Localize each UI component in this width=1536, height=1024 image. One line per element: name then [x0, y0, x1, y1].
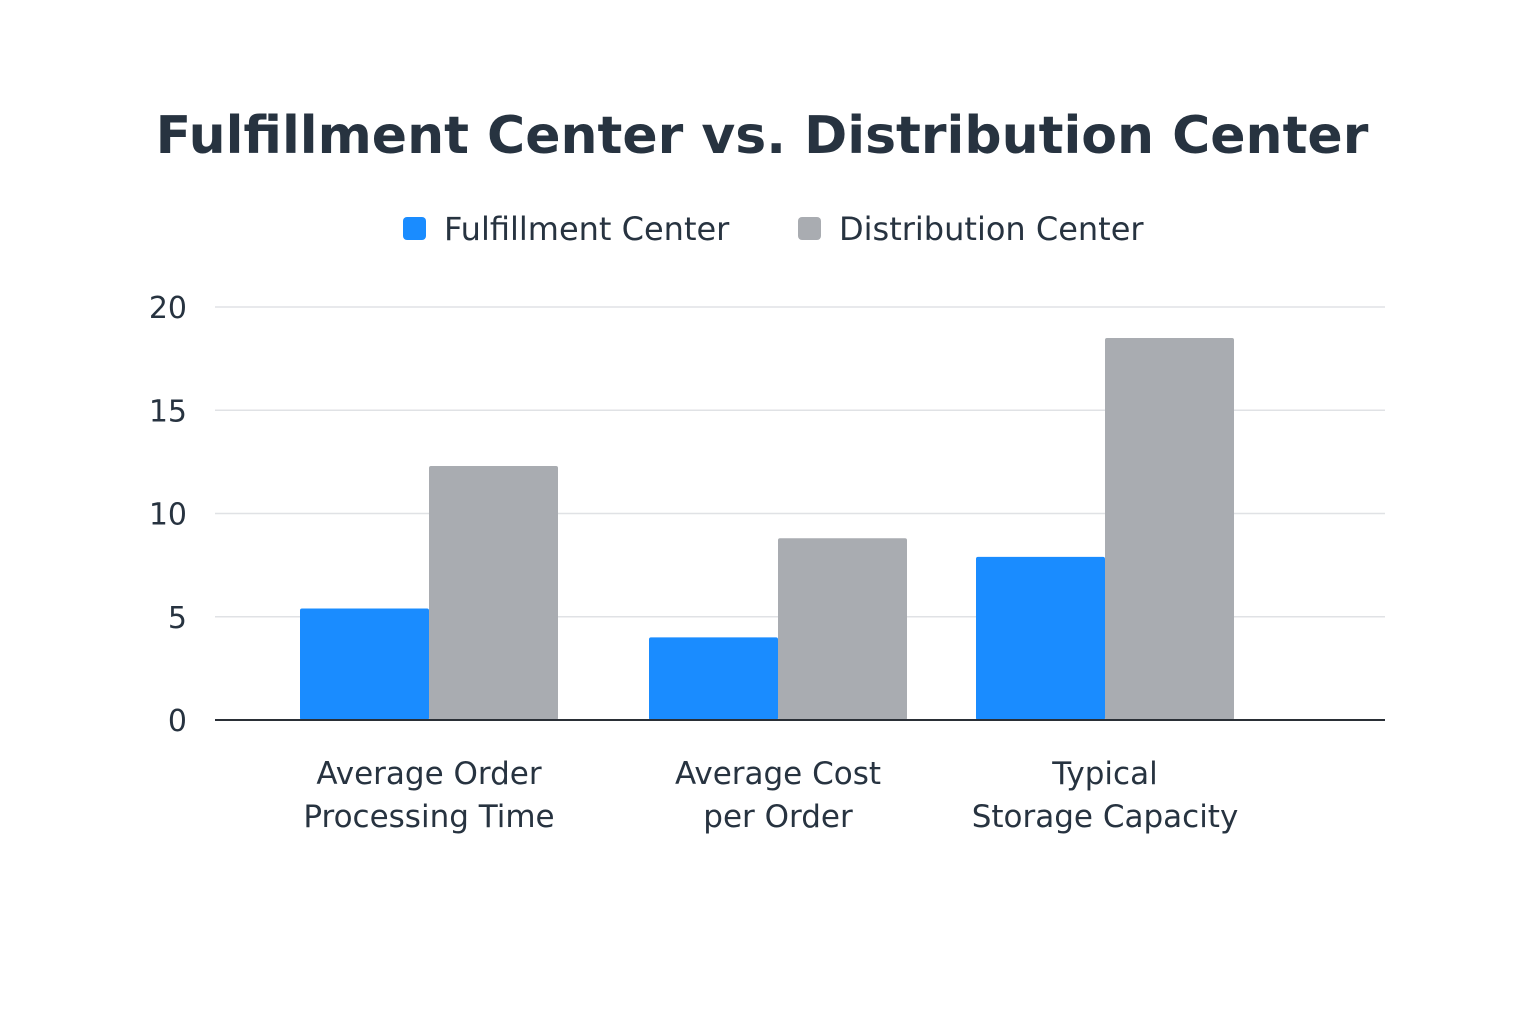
- bar-2-fulfillment: [649, 637, 778, 720]
- bar-1-fulfillment: [300, 608, 429, 720]
- y-tick-label-20: 20: [149, 291, 187, 326]
- chart-bars: [300, 337, 1234, 720]
- x-category-label-1-line-1: Average Order: [316, 756, 542, 792]
- x-category-label-1-line-2: Processing Time: [303, 799, 554, 835]
- bar-1-distribution: [429, 466, 558, 720]
- y-tick-label-5: 5: [168, 601, 187, 636]
- y-tick-label-0: 0: [168, 704, 187, 739]
- bar-2-distribution: [778, 538, 907, 720]
- legend-swatch-2: [798, 217, 821, 240]
- x-category-label-3-line-2: Storage Capacity: [972, 799, 1239, 835]
- chart-legend: Fulfillment Center Distribution Center: [403, 210, 1144, 248]
- x-category-label-2-line-2: per Order: [703, 799, 853, 835]
- x-category-label-3-line-1: Typical: [1051, 756, 1157, 792]
- chart-title: Fulfillment Center vs. Distribution Cent…: [156, 106, 1369, 166]
- legend-label-1: Fulfillment Center: [444, 210, 730, 248]
- y-axis: 0 5 10 15 20: [149, 291, 187, 739]
- bar-3-distribution: [1105, 337, 1234, 720]
- bar-3-fulfillment: [976, 556, 1105, 720]
- y-tick-label-10: 10: [149, 498, 187, 533]
- y-tick-label-15: 15: [149, 394, 187, 429]
- x-category-label-2-line-1: Average Cost: [675, 756, 881, 792]
- legend-swatch-1: [403, 217, 426, 240]
- x-axis: Average Order Processing Time Average Cost…: [215, 719, 1385, 835]
- legend-label-2: Distribution Center: [839, 210, 1144, 248]
